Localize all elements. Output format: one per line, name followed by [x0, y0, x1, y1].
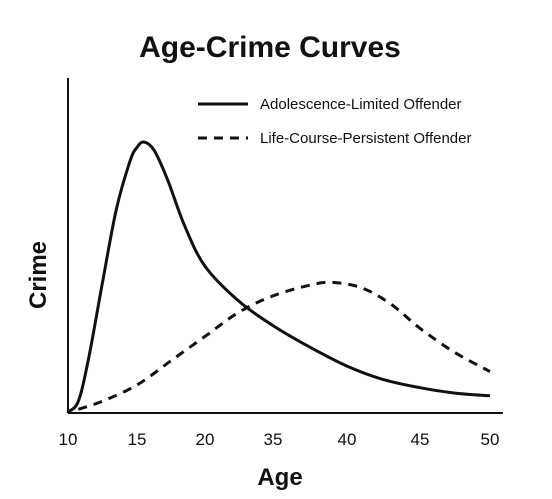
- x-tick-label: 35: [264, 430, 283, 449]
- x-tick-label: 20: [196, 430, 215, 449]
- x-axis-label: Age: [257, 464, 302, 491]
- x-tick-label: 15: [128, 430, 147, 449]
- legend: Adolescence-Limited Offender Life-Course-…: [198, 96, 472, 147]
- x-tick-labels: 10 15 20 35 40 45 50: [59, 430, 500, 449]
- chart-title: Age-Crime Curves: [139, 31, 401, 64]
- series-line-2: [77, 280, 491, 411]
- x-tick-label: 50: [481, 430, 500, 449]
- x-tick-label: 10: [59, 430, 78, 449]
- series-layer: [66, 140, 491, 414]
- x-tick-label: 40: [338, 430, 357, 449]
- series-line-1: [66, 140, 491, 414]
- y-axis-label: Crime: [25, 241, 52, 309]
- legend-label-1: Adolescence-Limited Offender: [260, 96, 462, 113]
- x-tick-label: 45: [411, 430, 430, 449]
- legend-label-2: Life-Course-Persistent Offender: [260, 130, 472, 147]
